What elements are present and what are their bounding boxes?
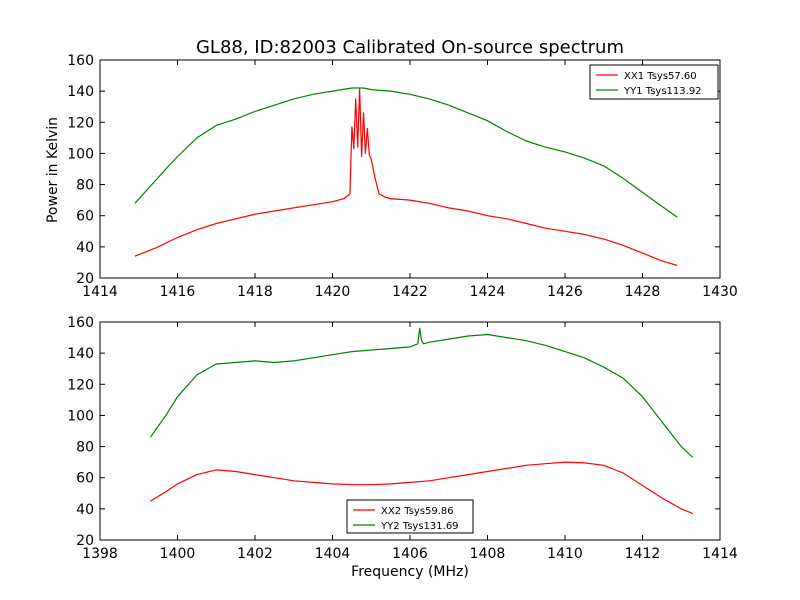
y-tick-label: 160	[67, 53, 94, 69]
x-tick-label: 1416	[160, 284, 196, 300]
legend: XX1 Tsys57.60 YY1 Tsys113.92	[589, 64, 719, 100]
y-tick-label: 20	[76, 271, 94, 287]
series-line-2-1	[150, 461, 694, 515]
x-tick-label: 1426	[547, 284, 583, 300]
chart-title: GL88, ID:82003 Calibrated On-source spec…	[196, 37, 624, 58]
y-tick-label: 140	[67, 346, 94, 362]
y-tick-label: 60	[76, 209, 94, 225]
x-tick-label: 1402	[237, 546, 273, 562]
x-axis-label: Frequency (MHz)	[351, 564, 469, 580]
x-tick-label: 1400	[160, 546, 196, 562]
y-tick-label: 100	[67, 146, 94, 162]
y-tick-label: 80	[76, 178, 94, 194]
legend-entry: YY2 Tsys131.69	[380, 521, 459, 532]
x-tick-label: 1418	[237, 284, 273, 300]
y-tick-label: 60	[76, 471, 94, 487]
x-tick-label: 1414	[702, 546, 738, 562]
legend-box	[589, 64, 719, 100]
legend: XX2 Tsys59.86 YY2 Tsys131.69	[346, 499, 474, 534]
x-tick-label: 1410	[547, 546, 583, 562]
y-tick-label: 120	[67, 377, 94, 393]
series-line-1-1	[134, 87, 678, 267]
x-tick-label: 1414	[82, 284, 118, 300]
x-tick-label: 1422	[392, 284, 428, 300]
legend-entry: XX1 Tsys57.60	[624, 71, 697, 82]
x-tick-label: 1412	[625, 546, 661, 562]
y-tick-label: 140	[67, 84, 94, 100]
x-tick-label: 1430	[702, 284, 738, 300]
series-line-1-2	[134, 87, 678, 218]
y-axis-label: Power in Kelvin	[45, 117, 61, 223]
y-tick-label: 100	[67, 408, 94, 424]
x-tick-label: 1406	[392, 546, 428, 562]
top-panel: 1414 1416 1418 1420 1422 1424 1426 1428 1430 20 40…	[67, 53, 738, 300]
y-tick-label: 160	[67, 315, 94, 331]
legend-entry: XX2 Tsys59.86	[381, 506, 454, 517]
legend-entry: YY1 Tsys113.92	[623, 86, 702, 97]
y-tick-label: 40	[76, 240, 94, 256]
y-tick-label: 80	[76, 440, 94, 456]
bottom-panel: 1398 1400 1402 1404 1406 1408 1410 1412 1414 20 40…	[67, 315, 738, 562]
series-line-2-2	[149, 327, 694, 458]
x-tick-label: 1420	[315, 284, 351, 300]
y-tick-label: 40	[76, 502, 94, 518]
x-tick-label: 1398	[82, 546, 118, 562]
y-tick-label: 20	[76, 533, 94, 549]
x-tick-label: 1428	[625, 284, 661, 300]
x-tick-label: 1408	[470, 546, 506, 562]
x-tick-label: 1404	[315, 546, 351, 562]
x-tick-label: 1424	[470, 284, 506, 300]
legend-box	[346, 499, 474, 534]
y-tick-label: 120	[67, 115, 94, 131]
